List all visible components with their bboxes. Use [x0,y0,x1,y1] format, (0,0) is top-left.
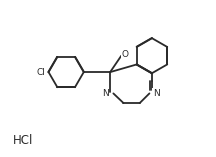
Text: N: N [153,89,160,98]
Text: N: N [102,89,109,98]
Text: O: O [122,50,129,59]
Text: Cl: Cl [37,68,46,77]
Text: HCl: HCl [13,134,33,147]
